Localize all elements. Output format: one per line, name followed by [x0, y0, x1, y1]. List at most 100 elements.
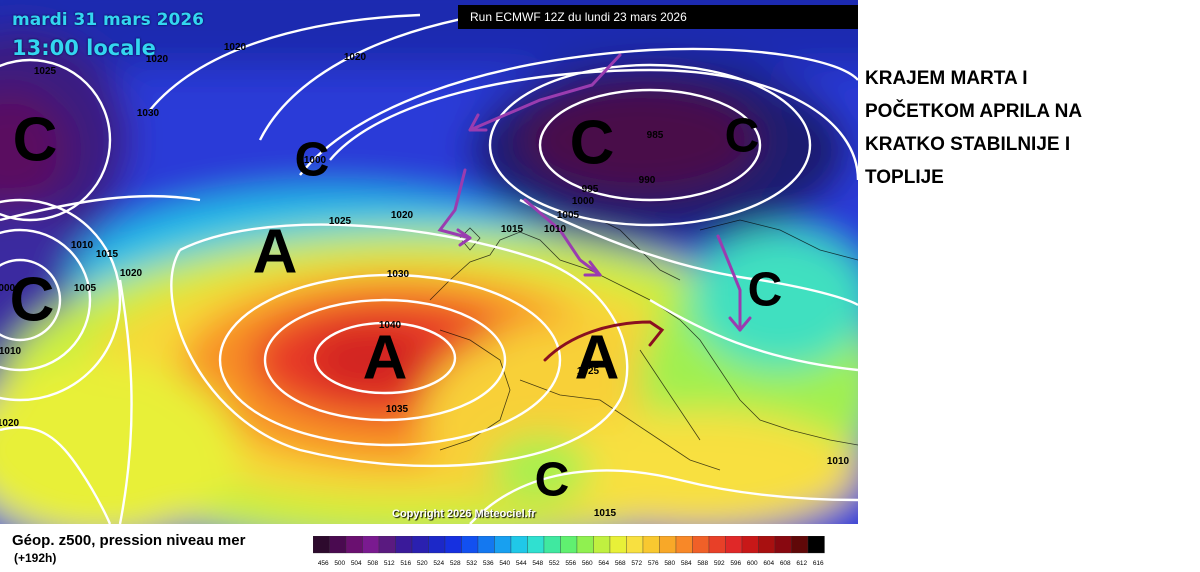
isobar-value-label: 990 — [639, 175, 656, 186]
low-pressure-symbol-6: C — [535, 454, 570, 507]
isobar-value-label: 1015 — [501, 224, 524, 235]
color-scale-value: 500 — [334, 560, 345, 567]
color-scale-swatch — [345, 536, 363, 554]
color-scale-swatch — [560, 536, 578, 554]
color-scale-value: 456 — [318, 560, 329, 567]
copyright-notice: Copyright 2026 Meteociel.fr — [392, 508, 536, 520]
color-scale-swatch — [675, 536, 693, 554]
color-scale-value: 584 — [681, 560, 692, 567]
model-run-label: Run ECMWF 12Z du lundi 23 mars 2026 — [458, 5, 858, 29]
color-scale-value: 588 — [697, 560, 708, 567]
color-scale-swatch — [362, 536, 380, 554]
color-scale-swatch — [758, 536, 776, 554]
color-scale-swatch — [378, 536, 396, 554]
color-scale-value: 532 — [466, 560, 477, 567]
isobar-value-label: 1005 — [74, 283, 97, 294]
color-scale-value: 528 — [450, 560, 461, 567]
isobar-value-label: 1025 — [577, 366, 600, 377]
isobar-value-label: 1020 — [224, 42, 247, 53]
color-scale-value: 516 — [400, 560, 411, 567]
color-scale-swatch — [494, 536, 512, 554]
color-scale-swatch — [395, 536, 413, 554]
headline-line-2: POČETKOM APRILA NA — [865, 101, 1083, 122]
high-pressure-symbol-7: A — [253, 218, 298, 287]
color-scale-swatch — [313, 536, 330, 554]
color-scale-swatch — [791, 536, 809, 554]
color-scale-value: 580 — [664, 560, 675, 567]
low-pressure-symbol-3: C — [570, 109, 615, 178]
isobar-value-label: 1010 — [827, 456, 850, 467]
headline-line-1: KRAJEM MARTA I — [865, 68, 1028, 89]
color-scale-value: 592 — [714, 560, 725, 567]
color-scale-swatch — [461, 536, 479, 554]
color-scale-swatch — [593, 536, 611, 554]
color-scale-value: 548 — [532, 560, 543, 567]
color-scale-swatch — [642, 536, 660, 554]
color-scale-value: 552 — [549, 560, 560, 567]
isobar-value-label: 1040 — [379, 320, 402, 331]
color-scale-value: 504 — [351, 560, 362, 567]
isobar-value-label: 1025 — [34, 66, 57, 77]
color-scale-value: 612 — [796, 560, 807, 567]
color-scale-swatch — [774, 536, 792, 554]
high-pressure-symbol-9: A — [575, 324, 620, 393]
warm-advection-arrow — [543, 320, 665, 362]
color-scale-value: 512 — [384, 560, 395, 567]
isobar-value-label: 1010 — [544, 224, 567, 235]
isobar-value-label: 1020 — [344, 52, 367, 63]
color-scale-value: 544 — [516, 560, 527, 567]
color-scale-value: 576 — [648, 560, 659, 567]
headline-text: KRAJEM MARTA I POČETKOM APRILA NA KRATKO… — [865, 62, 1195, 194]
low-pressure-symbol-2: C — [295, 134, 330, 187]
color-scale-value: 600 — [747, 560, 758, 567]
isobar-value-label: 1020 — [391, 210, 414, 221]
isobar-value-label: 1015 — [594, 508, 617, 519]
color-scale-value: 572 — [631, 560, 642, 567]
color-scale-value: 564 — [598, 560, 609, 567]
headline-line-3: KRATKO STABILNIJE I — [865, 134, 1071, 155]
high-pressure-symbol-8: A — [363, 324, 408, 393]
color-scale-value: 520 — [417, 560, 428, 567]
isobar-value-label: 995 — [582, 184, 599, 195]
color-scale-swatch — [444, 536, 462, 554]
isobar-value-label: 1030 — [387, 269, 410, 280]
color-scale-swatch — [741, 536, 759, 554]
forecast-date: mardi 31 mars 2026 — [12, 10, 204, 30]
isobar-value-label: 1035 — [386, 404, 409, 415]
color-scale-swatch — [576, 536, 594, 554]
isobar-value-label: 1020 — [0, 418, 20, 429]
color-scale-swatch — [807, 536, 825, 554]
legend-title: Géop. z500, pression niveau mer — [12, 532, 246, 549]
color-scale-value: 616 — [813, 560, 824, 567]
isobar-value-label: 1025 — [329, 216, 352, 227]
isobar-value-label: 1005 — [557, 210, 580, 221]
color-scale-swatch — [329, 536, 347, 554]
color-scale-swatch — [510, 536, 528, 554]
isobar-value-label: 1000 — [572, 196, 595, 207]
isobar-value-label: 1010 — [0, 346, 22, 357]
color-scale-swatch — [692, 536, 710, 554]
color-scale-swatch — [477, 536, 495, 554]
low-pressure-symbol-1: C — [10, 266, 55, 335]
isobar-value-label: 1020 — [120, 268, 143, 279]
color-scale-swatch — [411, 536, 429, 554]
color-scale-value: 604 — [763, 560, 774, 567]
isobar-value-label: 1030 — [137, 108, 160, 119]
low-pressure-symbol-4: C — [725, 110, 760, 163]
isobar-value-label: 985 — [647, 130, 664, 141]
color-scale-value: 560 — [582, 560, 593, 567]
isobar-value-label: 1015 — [96, 249, 119, 260]
color-scale-swatch — [659, 536, 677, 554]
color-scale-swatch — [527, 536, 545, 554]
color-scale-value: 508 — [367, 560, 378, 567]
color-scale-value: 596 — [730, 560, 741, 567]
color-scale: 456 500 504 508 512 516 520 524 528 532 536 540 544 5… — [313, 536, 825, 567]
color-scale-swatch — [428, 536, 446, 554]
color-scale-swatch — [725, 536, 743, 554]
isobar-value-label: 1020 — [146, 54, 169, 65]
isobar-value-label: 1000 — [304, 155, 327, 166]
color-scale-swatch — [609, 536, 627, 554]
